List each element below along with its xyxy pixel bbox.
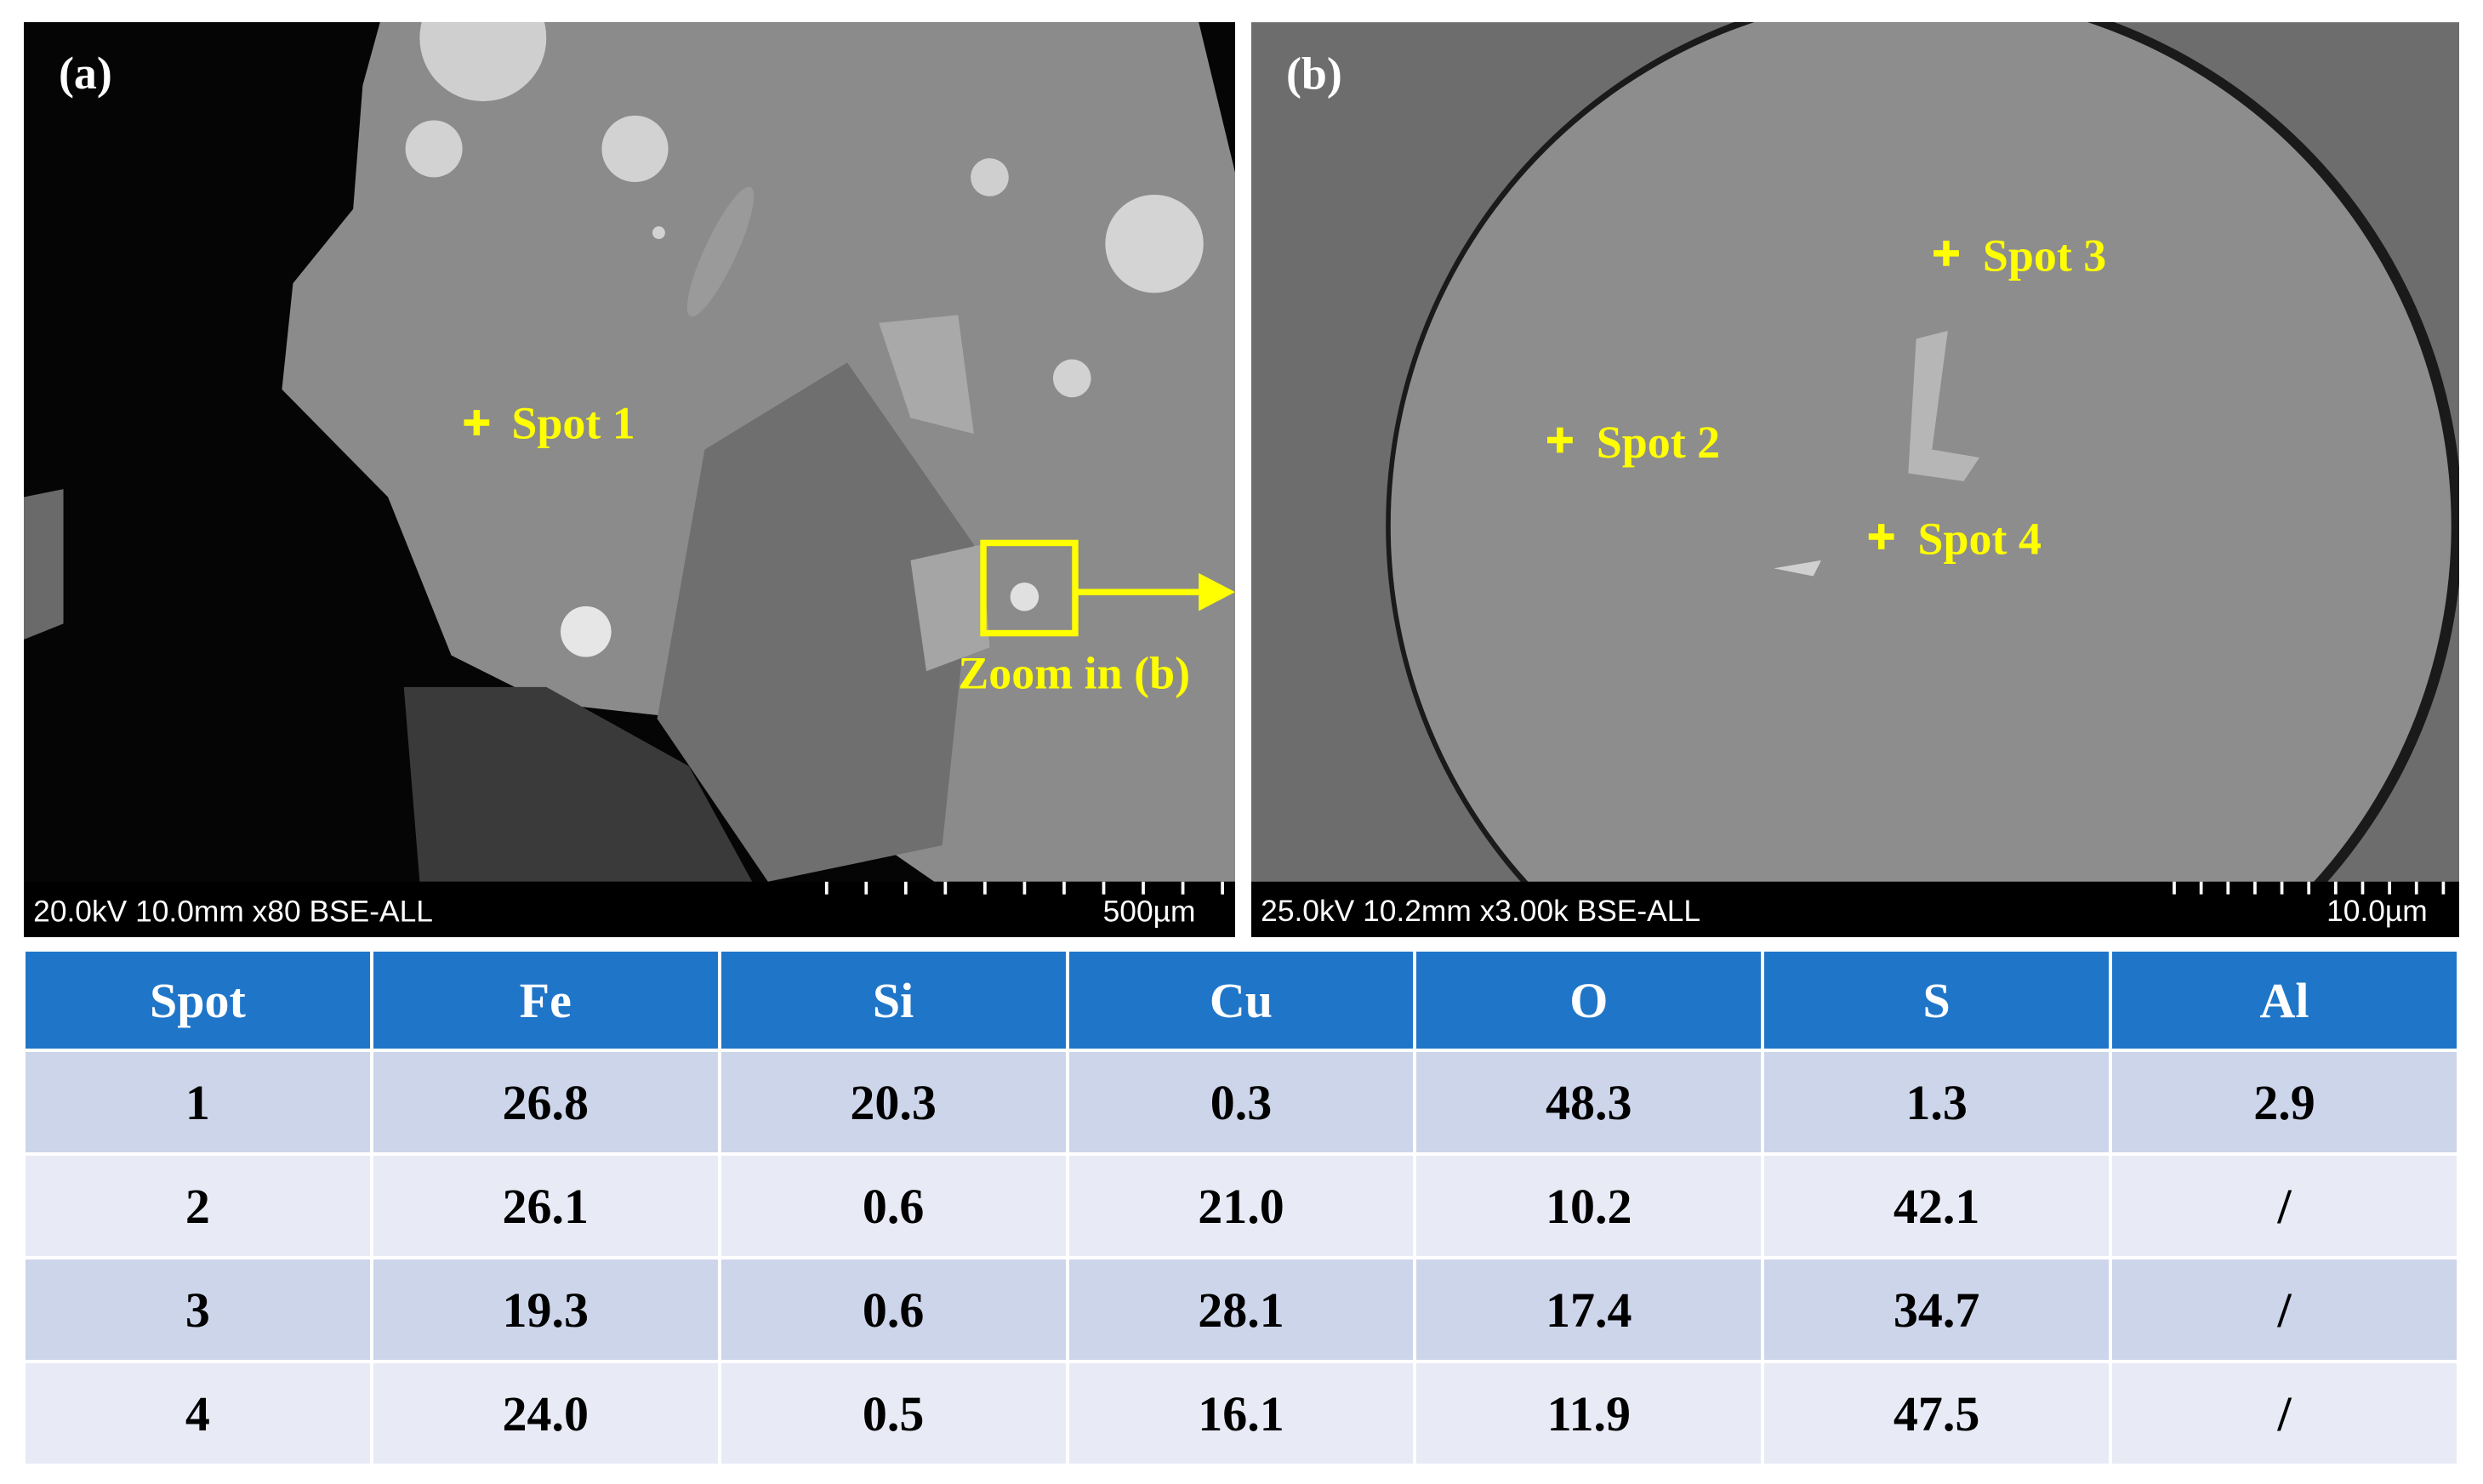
header-cell: O: [1416, 952, 1762, 1049]
table-cell: 10.2: [1416, 1156, 1762, 1256]
header-cell: Cu: [1068, 952, 1414, 1049]
composition-table: Spot Fe Si Cu O S Al 1 26.8 20.3 0.3 48.3 1.3 2.9 2 26…: [22, 948, 2460, 1467]
header-row: Spot Fe Si Cu O S Al: [26, 952, 2457, 1049]
table-cell: 2.9: [2112, 1052, 2457, 1152]
table-row: 2 26.1 0.6 21.0 10.2 42.1/: [26, 1156, 2457, 1256]
zoom-label: Zoom in (b): [958, 648, 1190, 699]
table-cell: 34.7: [1764, 1259, 2110, 1360]
table-cell: 16.1: [1068, 1363, 1414, 1464]
table-cell: /: [2112, 1363, 2457, 1464]
table-cell: 24.0: [373, 1363, 718, 1464]
header-cell: Si: [720, 952, 1066, 1049]
table-cell: 19.3: [373, 1259, 718, 1360]
table-cell: 26.1: [373, 1156, 718, 1256]
table-cell: 42.1: [1764, 1156, 2110, 1256]
table-row: 4 24.0 0.5 16.1 11.9 47.5/: [26, 1363, 2457, 1464]
table-cell: 0.5: [720, 1363, 1066, 1464]
table-cell: /: [2112, 1156, 2457, 1256]
table-cell: 21.0: [1068, 1156, 1414, 1256]
scale-bar-label: 10.0µm: [2326, 895, 2428, 928]
header-cell: Spot: [26, 952, 370, 1049]
table-cell: 26.8: [373, 1052, 718, 1152]
header-cell: Fe: [373, 952, 718, 1049]
header-cell: Al: [2112, 952, 2457, 1049]
table-cell: /: [2112, 1259, 2457, 1360]
table-cell: 17.4: [1416, 1259, 1762, 1360]
table-body: 1 26.8 20.3 0.3 48.3 1.3 2.9 2 26.1 0.6 21.0 10.2 42…: [26, 1052, 2457, 1464]
table-cell: 48.3: [1416, 1052, 1762, 1152]
sem-panel-b: (b) Spot 2 Spot 3 Spot 4 25.0kV 10.2mm x…: [1251, 22, 2459, 937]
table-row: 3 19.3 0.6 28.1 17.4 34.7/: [26, 1259, 2457, 1360]
table-cell: 47.5: [1764, 1363, 2110, 1464]
spot-label: Spot 3: [1983, 230, 2106, 281]
table-cell: 4: [26, 1363, 370, 1464]
acquisition-info: 25.0kV 10.2mm x3.00k BSE-ALL: [1261, 895, 1700, 928]
table-cell: 20.3: [720, 1052, 1066, 1152]
table-cell: 0.6: [720, 1156, 1066, 1256]
table-cell: 28.1: [1068, 1259, 1414, 1360]
table-cell: 11.9: [1416, 1363, 1762, 1464]
panel-label: (a): [59, 48, 112, 99]
spot-label: Spot 4: [1918, 513, 2042, 564]
spot-label: Spot 1: [511, 398, 635, 449]
table-cell: 1.3: [1764, 1052, 2110, 1152]
table-cell: 1: [26, 1052, 370, 1152]
table-cell: 3: [26, 1259, 370, 1360]
acquisition-info: 20.0kV 10.0mm x80 BSE-ALL: [33, 895, 433, 928]
sem-panel-a: (a) Spot 1 Zoom in (b) 20.0kV 10.0mm x80…: [24, 22, 1235, 937]
scale-bar-label: 500µm: [1103, 895, 1196, 928]
table-cell: 0.3: [1068, 1052, 1414, 1152]
panel-label: (b): [1286, 48, 1342, 99]
spot-label: Spot 2: [1597, 417, 1720, 468]
table-cell: 0.6: [720, 1259, 1066, 1360]
table-row: 1 26.8 20.3 0.3 48.3 1.3 2.9: [26, 1052, 2457, 1152]
header-cell: S: [1764, 952, 2110, 1049]
table-cell: 2: [26, 1156, 370, 1256]
